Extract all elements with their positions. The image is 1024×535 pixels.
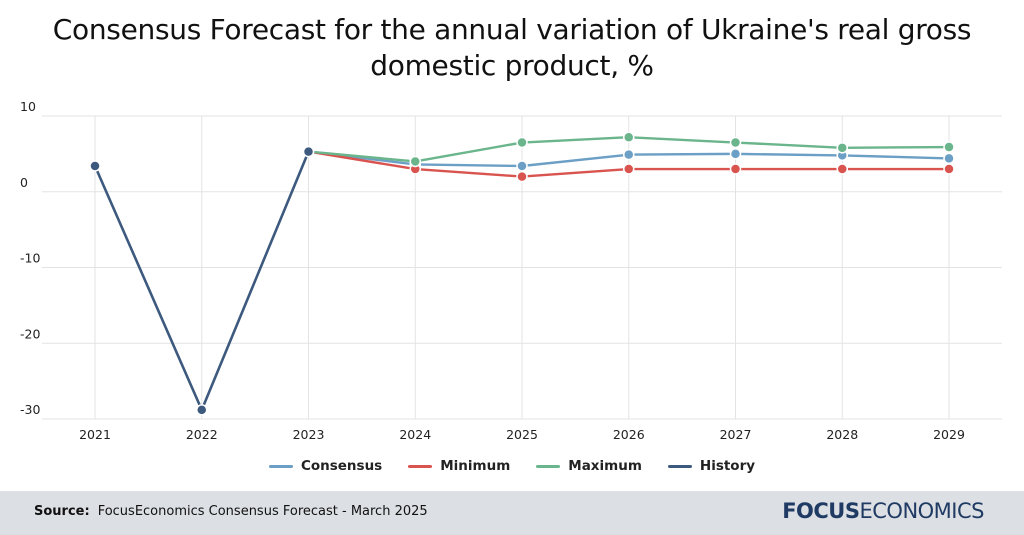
x-tick-label: 2021 [79, 427, 111, 442]
data-point-minimum [729, 163, 742, 175]
x-tick-label: 2025 [506, 427, 538, 442]
data-point-history [89, 160, 101, 172]
data-point-consensus [516, 160, 528, 172]
legend-label-history: History [699, 458, 756, 474]
x-tick-label: 2028 [826, 427, 858, 442]
legend-label-minimum: Minimum [440, 458, 511, 474]
y-tick-label: 0 [20, 175, 28, 190]
series-history [89, 145, 315, 416]
data-point-consensus [623, 148, 635, 161]
data-point-maximum [516, 136, 528, 149]
legend-label-maximum: Maximum [568, 458, 642, 474]
series-maximum [302, 131, 955, 168]
data-point-consensus [729, 148, 742, 160]
x-tick-label: 2022 [186, 427, 218, 442]
logo-focus-text: FOCUS [782, 499, 860, 523]
data-point-consensus [943, 152, 955, 165]
x-tick-label: 2026 [613, 427, 645, 442]
x-tick-label: 2029 [933, 427, 965, 442]
legend-item-maximum[interactable]: Maximum [536, 458, 642, 474]
source-text: FocusEconomics Consensus Forecast - Marc… [97, 504, 428, 519]
series-group [89, 131, 955, 416]
source-label: Source: [34, 504, 90, 519]
chart-title: Consensus Forecast for the annual variat… [0, 12, 1024, 84]
legend-swatch-consensus [268, 464, 293, 468]
brand-logo[interactable]: FOCUSECONOMICS [782, 499, 984, 523]
x-axis: 2021 2022 2023 2024 2025 2026 2027 2028 2029 [79, 427, 965, 442]
data-point-history [196, 404, 208, 416]
x-tick-label: 2024 [399, 427, 431, 442]
legend-item-consensus[interactable]: Consensus [268, 458, 383, 474]
data-point-maximum [729, 136, 742, 149]
y-tick-label: -20 [20, 326, 40, 341]
line-chart: 100-10-20-30 2021 2022 2023 2024 2025 2026 202… [20, 99, 1002, 442]
legend: Consensus Minimum Maximum History [0, 458, 1024, 474]
legend-swatch-minimum [408, 464, 433, 468]
legend-swatch-maximum [536, 464, 561, 468]
footer-bar: Source: FocusEconomics Consensus Forecast… [0, 491, 1024, 535]
y-tick-label: -30 [20, 402, 40, 417]
data-point-maximum [943, 141, 955, 153]
legend-item-minimum[interactable]: Minimum [408, 458, 510, 474]
data-point-minimum [623, 163, 635, 175]
logo-economics-text: ECONOMICS [859, 499, 984, 523]
data-point-minimum [943, 163, 955, 175]
data-point-maximum [836, 142, 848, 154]
legend-label-consensus: Consensus [300, 458, 383, 474]
x-tick-label: 2027 [720, 427, 752, 442]
y-axis: 10 0 -10 -20 -30 [20, 99, 40, 417]
data-point-history [302, 145, 315, 158]
data-point-minimum [836, 163, 848, 175]
legend-item-history[interactable]: History [667, 458, 756, 474]
chart-title-line-1: Consensus Forecast for the annual variat… [52, 13, 972, 46]
chart-title-line-2: domestic product, % [370, 49, 654, 82]
y-tick-label: 10 [20, 99, 36, 114]
data-point-minimum [516, 170, 528, 183]
legend-swatch-history [667, 464, 692, 468]
data-point-maximum [409, 155, 421, 168]
y-tick-label: -10 [20, 251, 40, 266]
data-point-maximum [623, 131, 635, 143]
x-tick-label: 2023 [293, 427, 325, 442]
source-note: Source: FocusEconomics Consensus Forecast… [34, 504, 428, 519]
